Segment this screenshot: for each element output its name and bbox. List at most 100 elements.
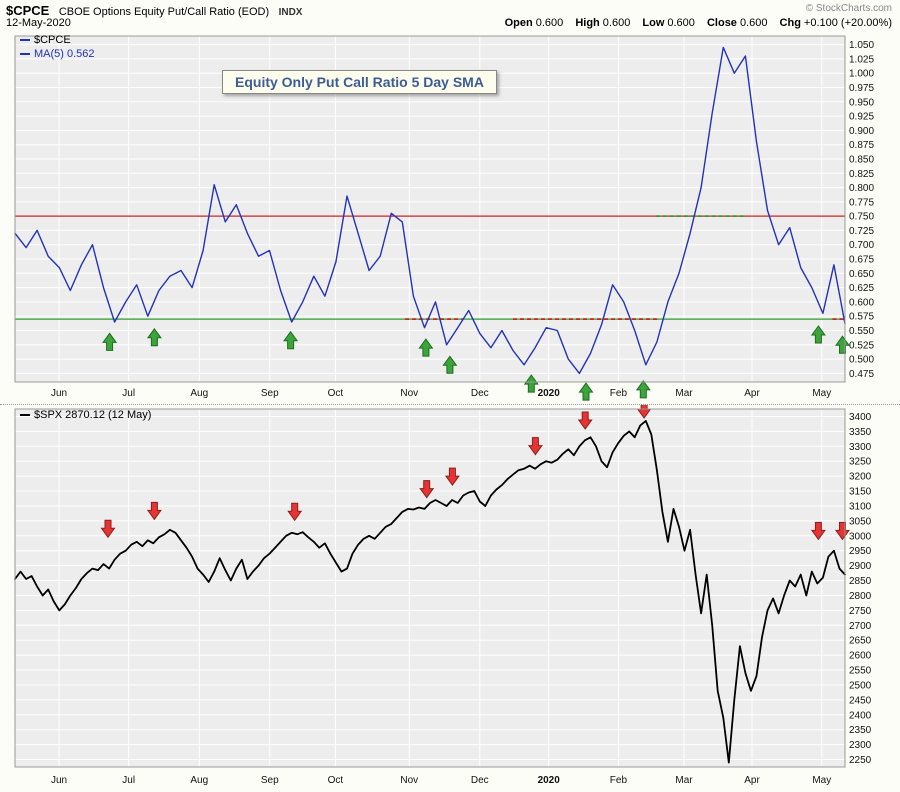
y-tick-label: 2600 — [849, 651, 872, 662]
chart-date: 12-May-2020 — [6, 17, 71, 29]
y-tick-label: 2500 — [849, 681, 872, 692]
x-tick-label: Sep — [261, 775, 279, 786]
open-label: Open — [504, 17, 533, 29]
x-tick-label: 2020 — [538, 775, 561, 786]
y-tick-label: 0.675 — [849, 255, 874, 266]
y-tick-label: 0.650 — [849, 269, 874, 280]
chart-title-box: Equity Only Put Call Ratio 5 Day SMA — [222, 70, 497, 94]
sell-signal-arrow-icon — [577, 411, 593, 430]
chg-value: +0.100 (+20.00%) — [803, 17, 892, 29]
x-tick-label: Feb — [610, 775, 628, 786]
chg-label: Chg — [779, 17, 801, 29]
plot-border — [14, 408, 846, 768]
x-tick-label: Dec — [471, 388, 489, 399]
buy-signal-arrow-icon — [146, 327, 162, 347]
y-tick-label: 0.475 — [849, 369, 874, 380]
x-tick-label: May — [812, 775, 831, 786]
y-tick-label: 0.700 — [849, 240, 874, 251]
cpce-legend: $CPCE MA(5) 0.562 — [20, 33, 95, 61]
y-tick-label: 2400 — [849, 710, 872, 721]
buy-signal-arrow-icon — [418, 338, 434, 357]
x-tick-label: Nov — [400, 388, 418, 399]
y-tick-label: 0.800 — [849, 183, 874, 194]
sell-signal-arrow-icon — [835, 521, 850, 541]
y-tick-label: 0.850 — [849, 155, 874, 166]
y-tick-label: 0.975 — [849, 83, 874, 94]
y-tick-label: 0.925 — [849, 112, 874, 123]
y-tick-label: 1.050 — [849, 40, 874, 51]
buy-signal-arrow-icon — [635, 380, 651, 399]
cpce-legend-symbol: $CPCE — [34, 34, 71, 46]
spx-legend-line1: $SPX 2870.12 (12 May) — [20, 408, 151, 422]
y-tick-label: 2750 — [849, 606, 872, 617]
y-tick-label: 0.625 — [849, 283, 874, 294]
spx-line-swatch-icon — [20, 414, 30, 417]
x-tick-label: Sep — [261, 388, 279, 399]
close-label: Close — [706, 17, 737, 29]
spx-chart: 3400 3350 3300 3250 3200 3150 3100 3050 3000 2950… — [14, 405, 872, 786]
buy-signal-arrow-icon — [102, 332, 118, 351]
symbol-description: CBOE Options Equity Put/Call Ratio (EOD) — [58, 6, 270, 18]
y-tick-label: 1.000 — [849, 69, 874, 80]
quote-row: 12-May-2020 Open 0.600 High 0.600 Low 0.600… — [6, 17, 894, 31]
y-tick-label: 0.825 — [849, 169, 874, 180]
sell-signal-arrow-icon — [146, 501, 162, 521]
buy-signal-arrow-icon — [283, 330, 299, 350]
ma5-line-swatch-icon — [20, 53, 30, 56]
spx-price-line — [14, 419, 846, 764]
plot-background — [15, 409, 845, 767]
y-tick-label: 3100 — [849, 502, 872, 513]
y-tick-label: 0.750 — [849, 212, 874, 223]
x-tick-label: Mar — [675, 775, 693, 786]
buy-signal-arrow-icon — [523, 374, 539, 393]
y-tick-label: 2950 — [849, 546, 872, 557]
buy-signal-arrow-icon — [810, 325, 826, 344]
y-tick-label: 2700 — [849, 621, 872, 632]
y-tick-label: 3000 — [849, 531, 872, 542]
y-tick-label: 3300 — [849, 442, 872, 453]
y-tick-label: 3350 — [849, 427, 872, 438]
high-label: High — [575, 17, 600, 29]
y-tick-label: 0.875 — [849, 140, 874, 151]
sell-signal-arrow-icon — [287, 502, 303, 522]
y-tick-label: 1.025 — [849, 54, 874, 65]
y-tick-label: 0.775 — [849, 197, 874, 208]
y-tick-label: 2300 — [849, 740, 872, 751]
x-tick-label: Oct — [328, 775, 344, 786]
x-tick-label: Jul — [122, 388, 135, 399]
y-tick-label: 2350 — [849, 725, 872, 736]
sell-signal-arrow-icon — [444, 467, 460, 486]
buy-signal-arrow-icon — [442, 355, 458, 374]
x-tick-label: Jul — [122, 775, 135, 786]
y-tick-label: 0.600 — [849, 297, 874, 308]
y-tick-label: 0.900 — [849, 126, 874, 137]
buy-signal-arrow-icon — [835, 335, 850, 354]
sell-signal-arrow-icon — [527, 437, 543, 456]
y-tick-label: 0.575 — [849, 312, 874, 323]
x-tick-label: Jun — [51, 388, 67, 399]
y-tick-label: 0.500 — [849, 355, 874, 366]
y-tick-label: 2650 — [849, 636, 872, 647]
y-tick-label: 2900 — [849, 561, 872, 572]
spx-legend-label: $SPX 2870.12 (12 May) — [34, 409, 152, 421]
exchange-label: INDX — [278, 7, 303, 18]
spx-chart-panel: 3400 3350 3300 3250 3200 3150 3100 3050 3000 2950… — [0, 404, 900, 792]
spx-legend: $SPX 2870.12 (12 May) — [20, 408, 151, 422]
x-tick-label: 2020 — [538, 388, 561, 399]
plot-border — [14, 35, 846, 383]
buy-signal-arrow-icon — [578, 382, 594, 401]
low-value: 0.600 — [667, 17, 695, 29]
open-value: 0.600 — [535, 17, 564, 29]
x-tick-label: Aug — [190, 388, 208, 399]
y-tick-label: 2800 — [849, 591, 872, 602]
y-tick-label: 3200 — [849, 472, 872, 483]
x-tick-label: Feb — [610, 388, 628, 399]
sell-signal-arrow-icon — [419, 480, 435, 499]
x-tick-label: Oct — [328, 388, 344, 399]
cpce-ma5-line — [14, 46, 846, 375]
y-tick-label: 3400 — [849, 412, 872, 423]
x-tick-label: Apr — [744, 388, 760, 399]
cpce-chart-panel: 1.050 1.025 1.000 0.975 0.950 0.925 0.900 0.875… — [0, 30, 900, 404]
y-tick-label: 2550 — [849, 666, 872, 677]
